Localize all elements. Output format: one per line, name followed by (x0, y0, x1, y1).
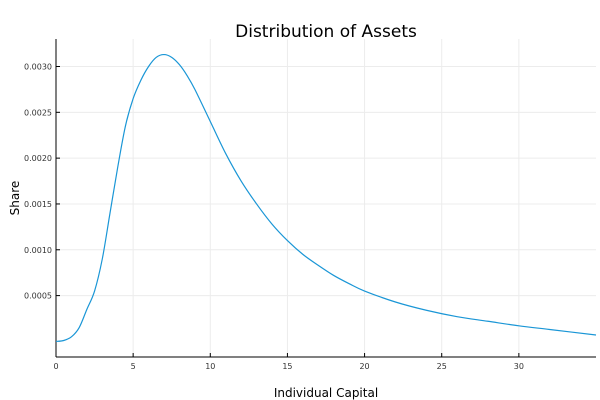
ticks-layer: 0 5 10 15 20 25 30 0.0005 0.0010 0.0015 0.0020 0.00… (24, 62, 524, 371)
x-tick-label: 10 (205, 362, 215, 371)
y-tick-label: 0.0010 (24, 246, 52, 255)
axes-layer (55, 39, 596, 358)
chart-title: Distribution of Assets (235, 22, 417, 42)
y-tick-label: 0.0015 (24, 200, 52, 209)
x-tick-label: 20 (359, 362, 369, 371)
x-axis-label: Individual Capital (274, 386, 378, 400)
series-layer (55, 53, 597, 343)
y-tick-label: 0.0005 (24, 292, 52, 301)
x-tick-label: 5 (131, 362, 136, 371)
y-tick-label: 0.0020 (24, 154, 52, 163)
y-tick-label: 0.0030 (24, 62, 52, 71)
x-tick-label: 30 (514, 362, 524, 371)
x-tick-label: 25 (437, 362, 447, 371)
x-tick-label: 15 (282, 362, 292, 371)
y-tick-label: 0.0025 (24, 108, 52, 117)
x-tick-label: 0 (53, 362, 58, 371)
grid-layer (55, 39, 596, 357)
series-line (55, 53, 597, 343)
y-axis-label: Share (8, 181, 22, 216)
